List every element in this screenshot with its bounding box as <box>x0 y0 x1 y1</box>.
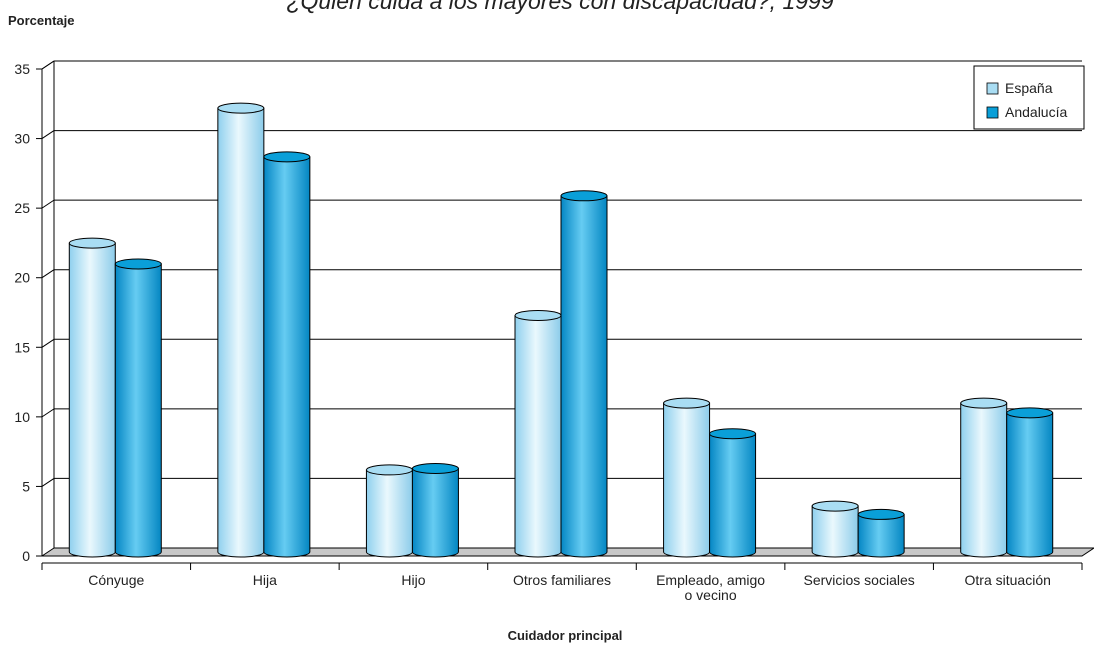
gridline-side <box>41 199 55 209</box>
bar <box>68 237 116 558</box>
y-axis-ticks: 0 5 10 15 20 25 30 35 <box>14 61 42 564</box>
legend-swatch-espana <box>986 82 999 95</box>
y-tick-label: 35 <box>14 61 30 77</box>
bar <box>709 428 757 558</box>
legend-swatch-andalucia <box>986 106 999 119</box>
bar <box>263 151 311 558</box>
category-label: Servicios sociales <box>804 572 915 588</box>
category-label: Otra situación <box>965 572 1051 588</box>
y-tick-label: 15 <box>14 339 30 355</box>
category-label: Cónyuge <box>88 572 144 588</box>
bar <box>411 463 459 558</box>
category-label: Hija <box>253 572 277 588</box>
bar <box>365 464 413 558</box>
gridline-side <box>41 130 55 139</box>
bar <box>1006 407 1054 558</box>
bar <box>560 190 608 558</box>
legend-label-andalucia: Andalucía <box>1005 104 1067 120</box>
bar <box>857 508 905 558</box>
legend-box <box>973 65 1085 130</box>
bar <box>960 397 1008 558</box>
legend-label-espana: España <box>1005 80 1053 96</box>
y-tick-label: 5 <box>22 478 30 494</box>
y-tick-label: 0 <box>22 548 30 564</box>
category-label: Hijo <box>401 572 425 588</box>
gridline-side <box>41 408 55 418</box>
y-tick-label: 20 <box>14 270 30 286</box>
y-tick-label: 25 <box>14 200 30 216</box>
bar <box>663 397 711 558</box>
legend: España Andalucía <box>973 65 1085 130</box>
bar <box>114 258 162 558</box>
bar <box>514 309 562 558</box>
category-label: Empleado, amigo o vecino <box>656 572 765 603</box>
x-axis-categories: Cónyuge Hija Hijo Otros familiares Empleado,… <box>41 563 1083 603</box>
bar <box>811 500 859 558</box>
gridline-side <box>41 338 55 348</box>
y-axis-label: Porcentaje <box>8 13 74 28</box>
category-label: Otros familiares <box>513 572 611 588</box>
y-axis-top <box>41 60 55 70</box>
bar <box>217 102 265 558</box>
gridline-side <box>41 478 55 487</box>
bars <box>68 102 1054 558</box>
x-axis-label: Cuidador principal <box>508 628 623 643</box>
y-tick-label: 10 <box>14 409 30 425</box>
gridline-side <box>41 269 55 279</box>
chart-title: ¿Quién cuida a los mayores con discapaci… <box>286 0 833 14</box>
y-tick-label: 30 <box>14 131 30 147</box>
